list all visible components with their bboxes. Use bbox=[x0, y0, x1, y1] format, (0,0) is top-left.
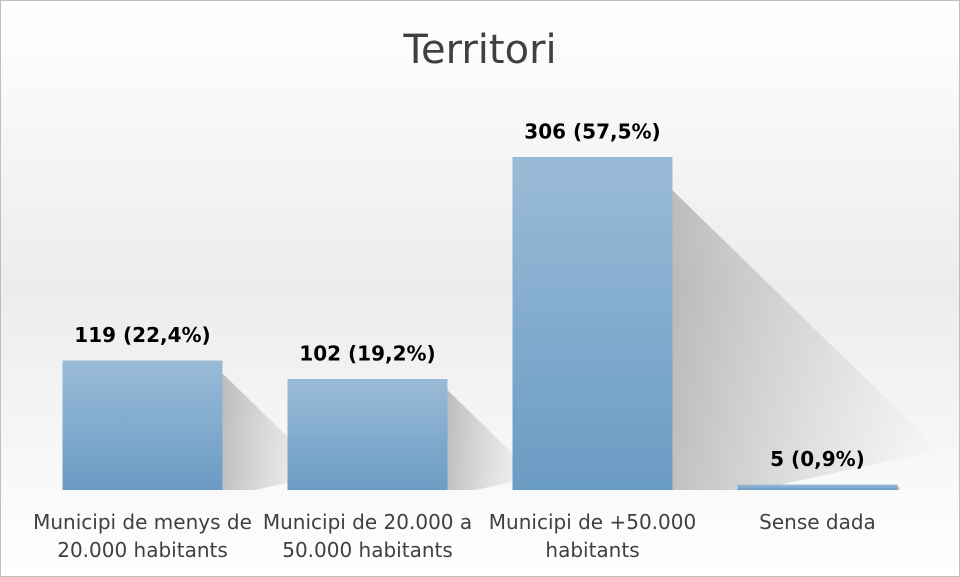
bar bbox=[287, 379, 448, 490]
data-label: 306 (57,5%) bbox=[524, 120, 660, 144]
bar-shadow bbox=[897, 485, 902, 490]
data-label: 5 (0,9%) bbox=[770, 447, 865, 471]
x-tick-label: Sense dada bbox=[759, 510, 876, 534]
data-label: 119 (22,4%) bbox=[74, 323, 210, 347]
bar bbox=[512, 157, 673, 490]
bar bbox=[737, 484, 898, 490]
data-label: 102 (19,2%) bbox=[299, 342, 435, 366]
x-tick-label: Municipi de +50.000 habitants bbox=[488, 510, 697, 562]
bar-shadow bbox=[672, 190, 939, 491]
x-tick-label: Municipi de 20.000 a 50.000 habitants bbox=[262, 510, 473, 562]
bar bbox=[62, 360, 223, 490]
x-tick-label: Municipi de menys de 20.000 habitants bbox=[33, 510, 252, 562]
chart-title: Territori bbox=[402, 27, 556, 73]
